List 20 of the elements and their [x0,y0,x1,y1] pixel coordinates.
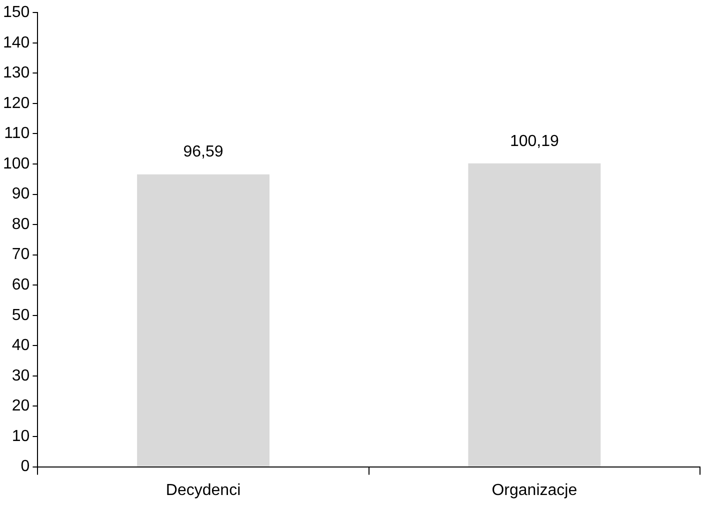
y-tick-label: 20 [12,398,30,415]
y-tick-label: 60 [12,276,30,294]
y-tick-label: 100 [2,155,30,172]
y-tick-label: 90 [12,186,30,203]
y-tick-label: 120 [2,94,30,112]
y-tick-label: 80 [12,216,30,233]
y-tick-label: 140 [2,34,30,52]
y-tick-label: 50 [12,306,30,324]
y-tick-label: 110 [4,125,30,142]
y-tick-label: 150 [2,4,30,22]
x-tick-label: Decydenci [166,482,241,499]
y-tick-label: 130 [2,64,30,82]
y-tick-label: 70 [12,246,30,264]
data-label: 100,19 [510,132,559,150]
y-tick-label: 40 [12,337,30,354]
y-tick-label: 30 [12,367,30,384]
y-tick-label: 0 [20,458,30,476]
x-tick-label: Organizacje [492,482,578,499]
data-label: 96,59 [183,144,224,161]
y-tick-label: 10 [12,428,30,445]
